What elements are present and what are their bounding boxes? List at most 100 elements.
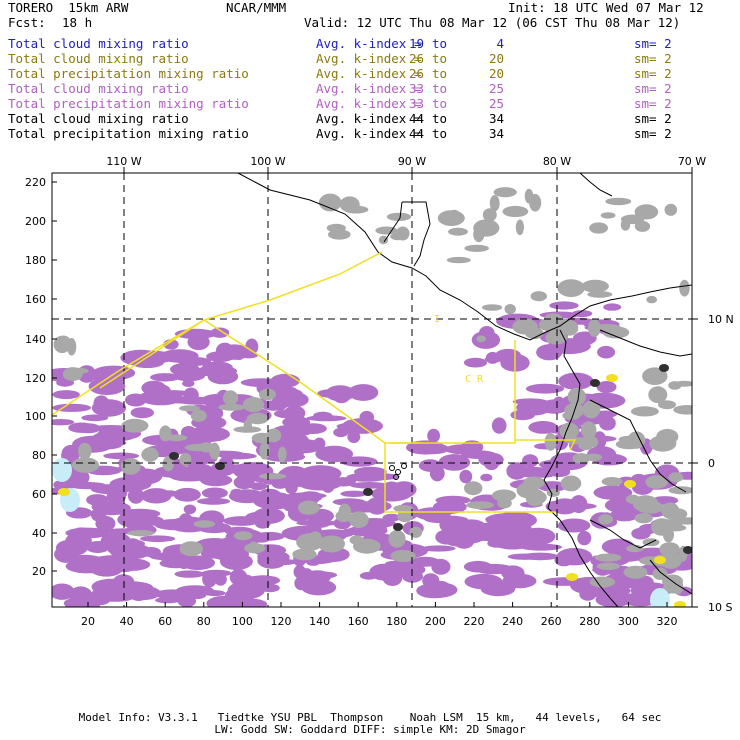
cloud-patch [360,500,392,512]
precip-patch [53,335,71,354]
cloud-patch [599,415,616,431]
cloud-patch [91,500,119,513]
precip-patch [378,235,389,245]
cloud-patch [187,591,207,600]
cloud-patch [270,373,300,388]
cloud-patch [596,381,617,393]
cloud-patch [206,595,244,607]
cloud-patch [597,345,616,359]
precip-patch [620,219,631,231]
precip-patch [190,409,207,422]
legend-to-word: to [432,51,448,66]
x-tick-label: 60 [158,615,172,628]
legend-to-word: to [432,96,448,111]
legend-to-word: to [432,111,448,126]
legend-index-from: 33 [408,96,424,111]
precip-patch [546,488,560,497]
cloud-patch [333,390,350,404]
cloud-patch [506,462,528,480]
precip-patch [493,187,517,198]
legend-index-label: Avg. k-index = [316,111,422,126]
cloud-patch [219,452,257,460]
precip-patch [515,219,525,236]
legend-smoothing: sm= 2 [634,111,672,126]
cloud-patch [421,545,456,552]
precip-patch [529,194,542,212]
intense-core [169,452,179,460]
precip-patch [567,387,586,406]
coastline [589,399,687,493]
precip-patch [179,541,204,557]
legend-index-to: 25 [488,96,504,111]
legend-to-word: to [432,81,448,96]
precip-patch [162,456,174,472]
precip-patch [548,318,574,329]
precip-patch [581,279,609,293]
precip-patch [602,326,630,339]
cloud-patch [522,454,539,468]
cloud-patch [196,365,238,377]
legend-row: Total cloud mixing ratio Avg. k-index = 44… [0,111,740,126]
legend-row: Total cloud mixing ratio Avg. k-index = 19… [0,36,740,51]
cloud-patch [459,469,473,484]
legend-field-name: Total precipitation mixing ratio [8,66,249,81]
precip-patch [544,432,557,451]
cloud-patch [502,573,537,589]
x-tick-label: 300 [618,615,639,628]
cloud-patch [170,362,200,376]
cloud-patch [52,390,80,400]
cloud-patch [200,549,242,559]
precip-patch [339,196,360,213]
precip-patch [244,543,266,554]
precip-patch [588,436,599,448]
island-outline [401,463,407,469]
forecast-hour: 18 h [62,15,93,30]
legend-index-from: 33 [408,81,424,96]
precip-patch [222,390,239,406]
precip-patch [668,472,684,483]
x-tick-label: 120 [271,615,292,628]
cloud-patch [456,519,487,534]
cloud-patch [140,535,176,542]
model-info-line1: Model Info: V3.3.1 Tiedtke YSU PBL Thomp… [78,711,662,724]
cloud-patch [125,538,140,547]
legend-index-label: Avg. k-index = [316,81,422,96]
cloud-patch [222,538,240,546]
valid-time: Valid: 12 UTC Thu 08 Mar 12 (06 CST Thu … [304,15,681,30]
precip-patch [589,222,608,234]
precip-patch [121,418,149,433]
y-tick-label: 20 [32,565,46,578]
precip-patch [594,553,622,562]
precip-patch [292,548,317,561]
precip-patch [587,291,613,298]
intense-core [363,488,373,496]
legend-index-to: 25 [488,81,504,96]
cloud-patch [285,480,298,495]
cloud-patch [123,585,161,601]
legend-index-label: Avg. k-index = [316,51,422,66]
coastline [383,201,403,243]
precip-patch [259,442,270,460]
legend-smoothing: sm= 2 [634,66,672,81]
precip-patch [673,405,692,415]
cloud-patch [81,414,109,422]
cloud-patch [359,410,375,424]
legend-field-name: Total cloud mixing ratio [8,36,189,51]
cloud-patch [223,516,260,526]
precip-patch [308,531,322,544]
precip-patch [523,476,545,489]
legend-row: Total cloud mixing ratio Avg. k-index = 26… [0,51,740,66]
cloud-patch [169,471,210,482]
precip-patch [601,477,623,486]
cloud-patch [299,465,342,482]
cloud-patch [536,344,563,361]
precip-patch [164,434,188,442]
intense-core [215,462,225,470]
precip-patch [179,452,192,466]
legend-row: Total precipitation mixing ratio Avg. k-i… [0,96,740,111]
light-patch [52,458,72,482]
cloud-patch [93,395,110,412]
precip-patch [652,567,668,580]
legend-index-to: 20 [488,66,504,81]
